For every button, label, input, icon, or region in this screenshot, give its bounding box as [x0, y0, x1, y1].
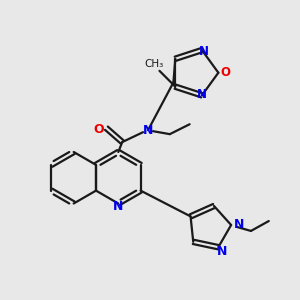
Text: N: N — [113, 200, 124, 213]
Text: CH₃: CH₃ — [144, 59, 163, 69]
Text: N: N — [217, 245, 227, 258]
Text: O: O — [220, 66, 230, 79]
Text: N: N — [143, 124, 153, 137]
Text: N: N — [197, 88, 207, 101]
Text: N: N — [234, 218, 244, 232]
Text: O: O — [93, 123, 104, 136]
Text: N: N — [199, 45, 209, 58]
